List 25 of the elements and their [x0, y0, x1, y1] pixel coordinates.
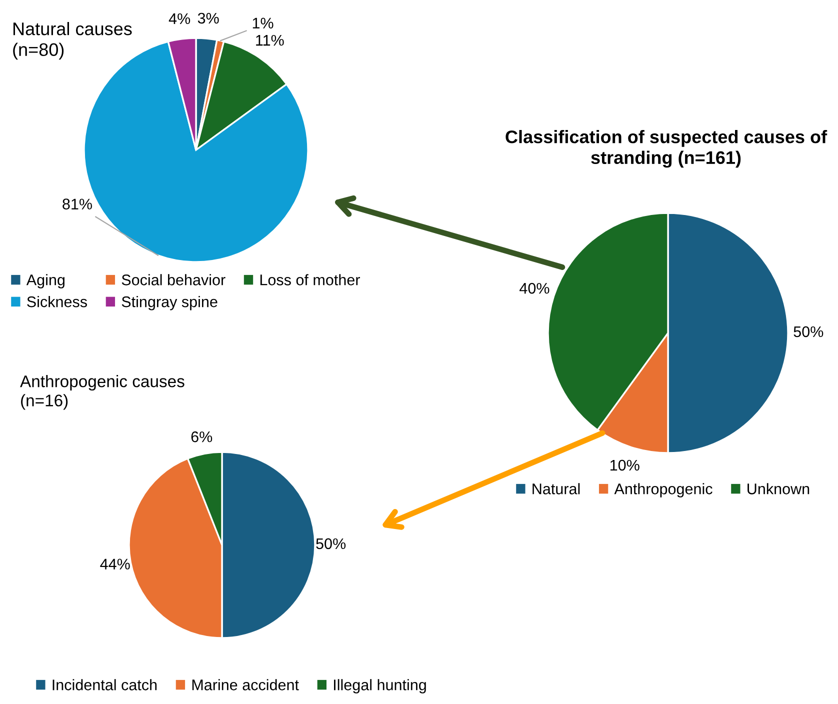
legend-label: Social behavior [122, 274, 226, 286]
legend-label: Sickness [27, 296, 87, 308]
data-label: 4% [168, 13, 190, 24]
chart-title: Classification of suspected causes of stranding (n=161) [506, 130, 828, 168]
legend-label: Anthropogenic [614, 483, 712, 498]
data-label: 6% [191, 431, 212, 442]
legend-label: Incidental catch [52, 679, 157, 690]
legend-label: Aging [26, 274, 64, 288]
legend-label: Marine accident [192, 679, 299, 690]
legend-label: Loss of mother [260, 274, 360, 286]
data-label: 81% [62, 198, 92, 210]
data-label: 50% [794, 326, 824, 338]
data-label: 10% [610, 460, 640, 471]
data-label: 1% [252, 18, 274, 28]
legend-label: Illegal hunting [334, 679, 426, 694]
data-label: 44% [100, 558, 130, 570]
chart-title: Anthropogenic causes (n=16) [20, 375, 184, 410]
data-label: 50% [316, 538, 346, 550]
data-label: 11% [256, 34, 284, 46]
data-label: 3% [198, 12, 219, 24]
data-label: 40% [520, 282, 550, 294]
legend-label: Unknown [748, 483, 810, 494]
legend-label: Stingray spine [122, 296, 218, 310]
legend-label: Natural [532, 483, 580, 494]
text: Natural causes (n=80) [13, 22, 132, 60]
